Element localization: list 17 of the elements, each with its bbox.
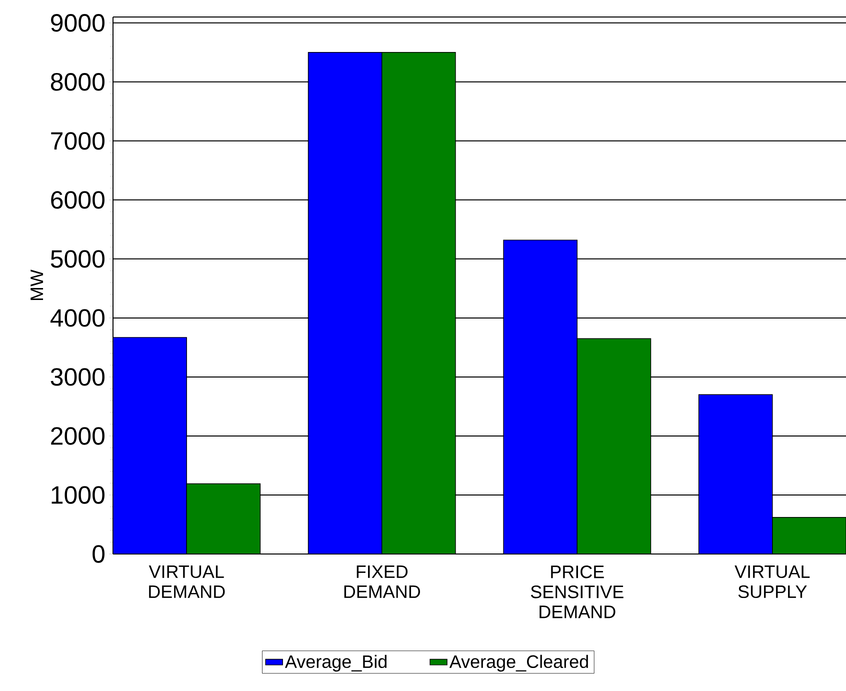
y-tick-label: 3000 [50,368,104,386]
y-axis-title: MW [30,270,44,300]
y-tick-label: 9000 [51,14,104,32]
x-tick-label: FIXED DEMAND [344,566,420,598]
y-tick-label: 7000 [51,132,104,150]
y-tick-label: 2000 [51,427,104,445]
x-tick-label: VIRTUAL SUPPLY [734,566,810,598]
y-tick-label: 1000 [52,486,104,504]
y-tick-label: 0 [92,545,105,563]
y-tick-label: 8000 [50,73,104,91]
legend-label: Average_Bid [284,654,387,672]
x-tick-label: PRICE SENSITIVE DEMAND [530,566,624,618]
y-tick-label: 4000 [50,309,104,327]
y-tick-label: 5000 [50,250,104,268]
x-tick-label: VIRTUAL DEMAND [148,566,225,598]
y-tick-label: 6000 [51,191,104,209]
legend-label: Average_Cleared [449,654,588,672]
